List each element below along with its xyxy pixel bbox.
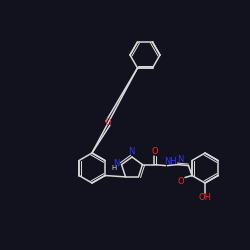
Text: O: O — [178, 177, 184, 186]
Text: N: N — [177, 155, 184, 164]
Text: OH: OH — [198, 194, 211, 202]
Text: O: O — [104, 118, 111, 127]
Text: NH: NH — [164, 157, 177, 166]
Text: N: N — [128, 148, 134, 156]
Text: N: N — [113, 159, 120, 168]
Text: O: O — [151, 147, 158, 156]
Text: H: H — [111, 164, 116, 170]
